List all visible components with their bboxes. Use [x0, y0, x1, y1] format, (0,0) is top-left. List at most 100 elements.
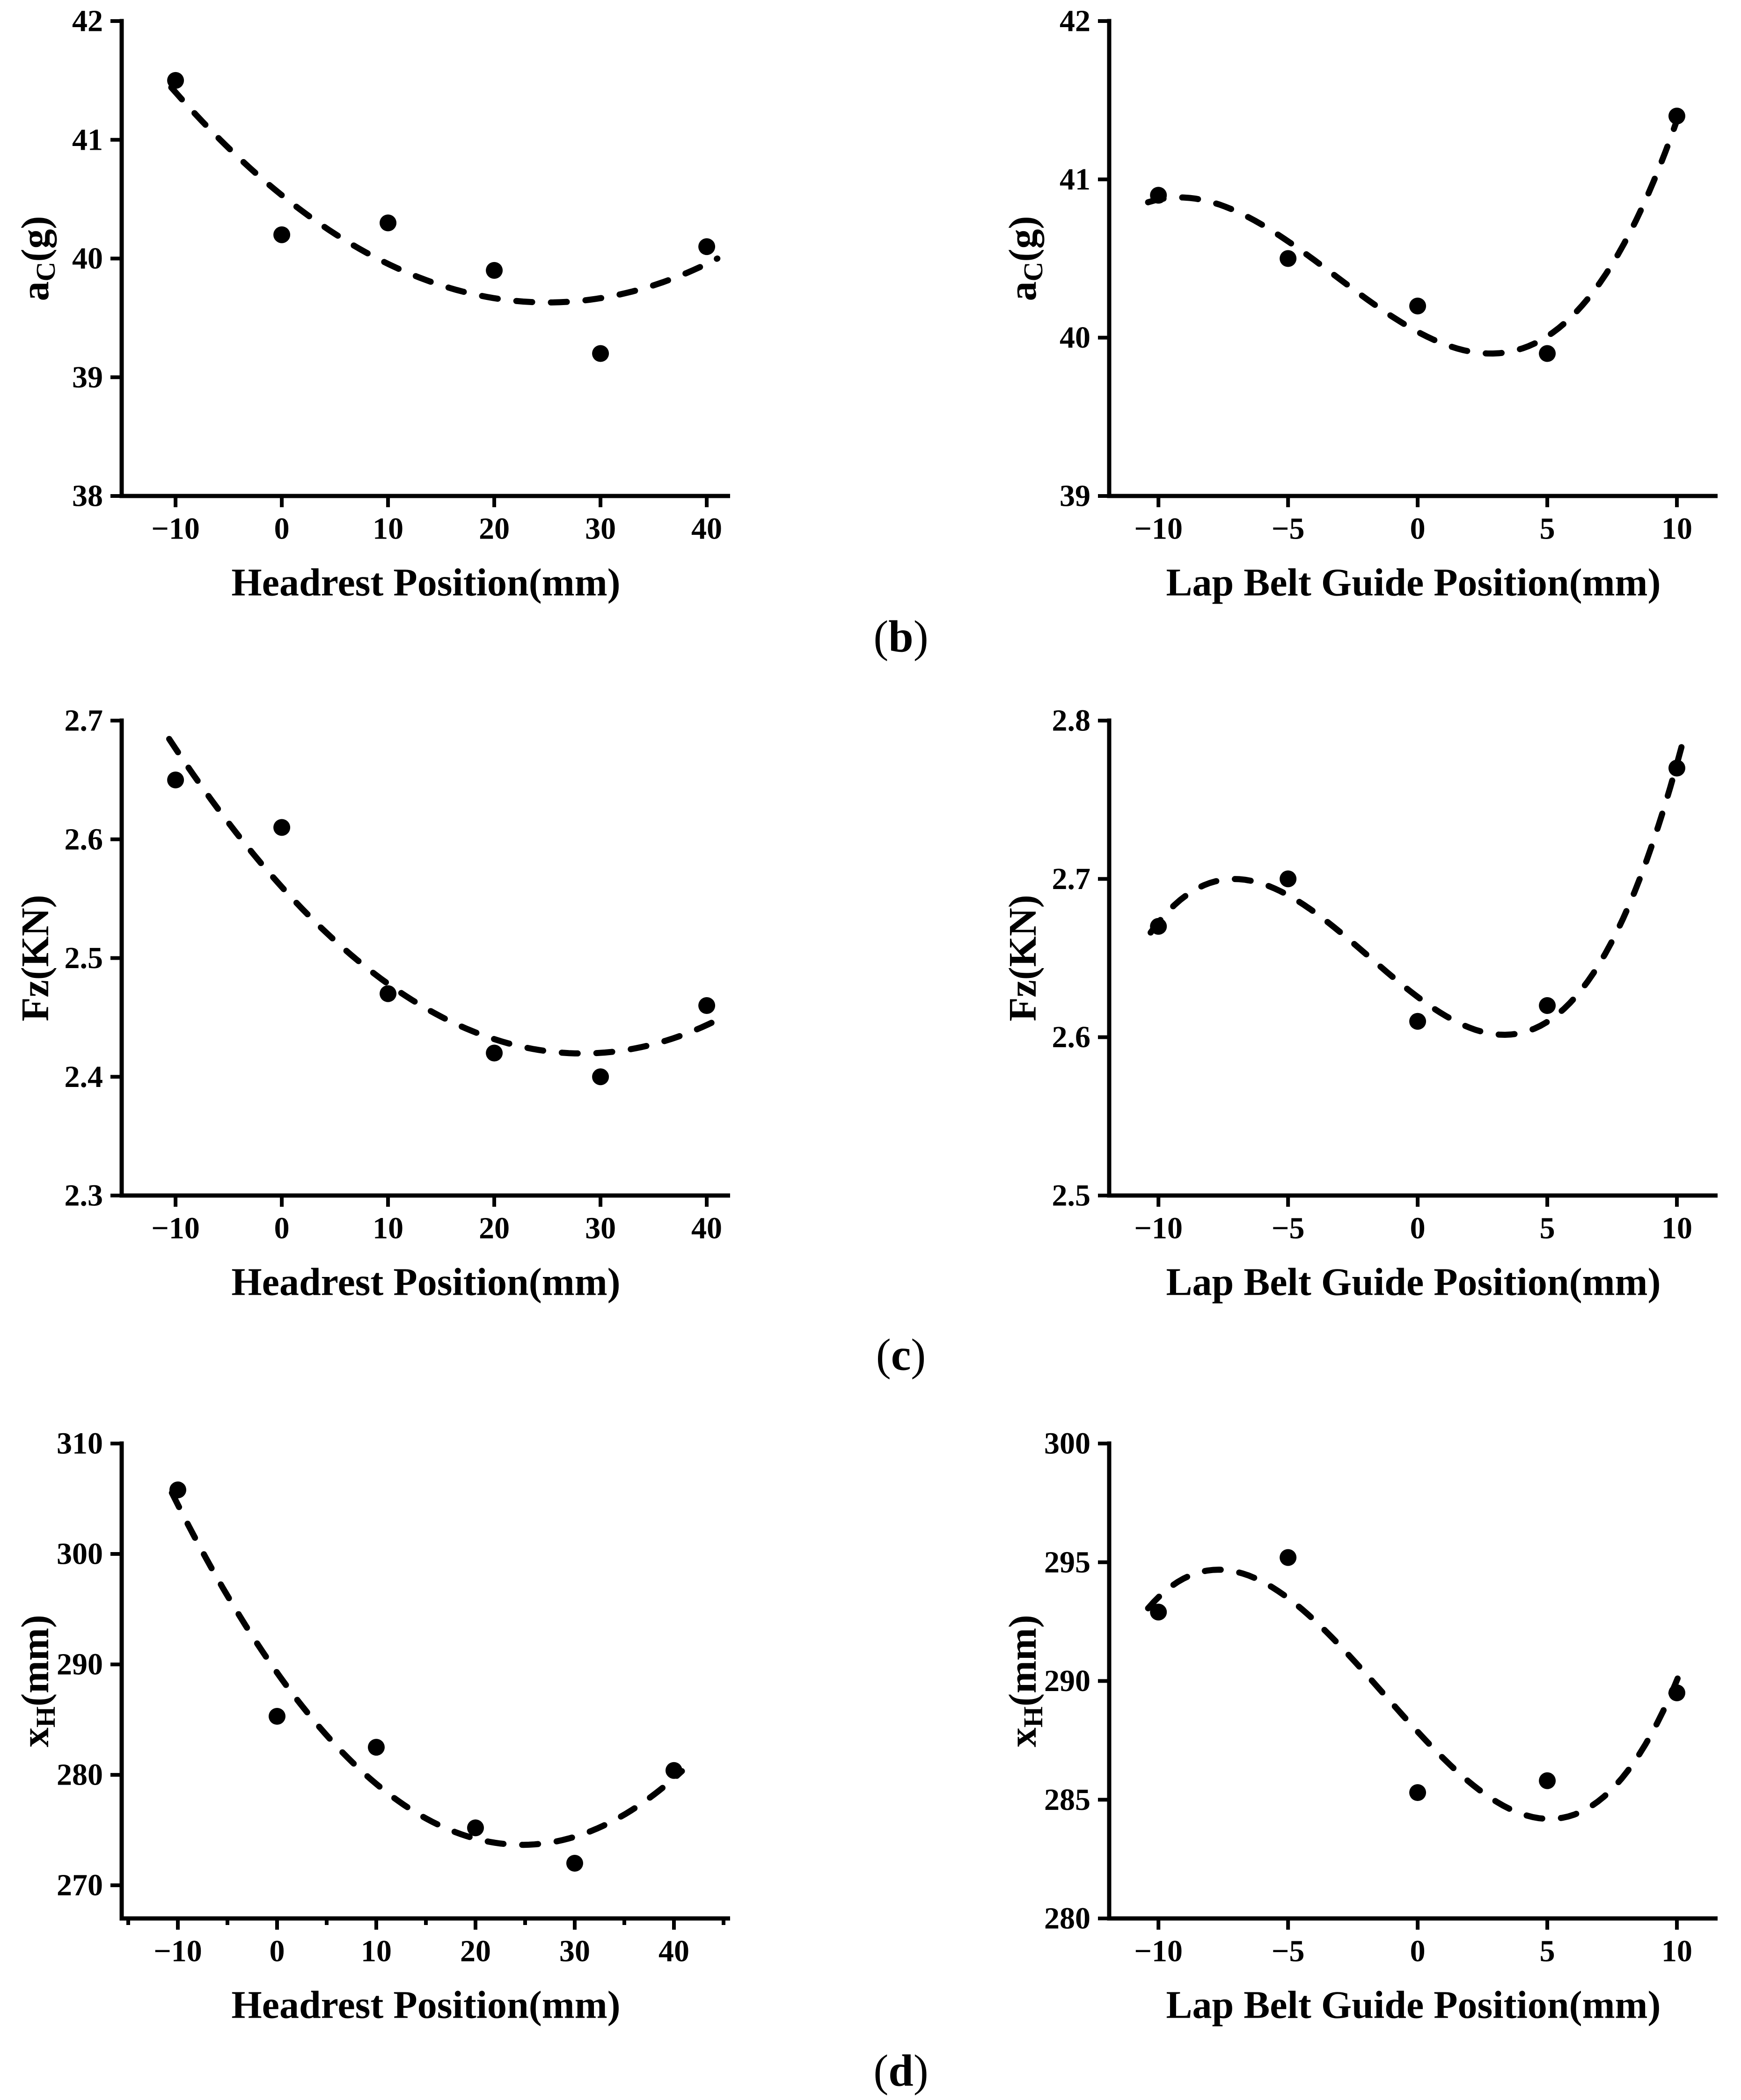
- data-point: [1668, 108, 1685, 124]
- x-tick-label: −10: [151, 1211, 200, 1246]
- x-tick-label: −10: [1134, 1211, 1183, 1246]
- data-point: [169, 1481, 186, 1499]
- x-axis-label: Headrest Position(mm): [231, 561, 620, 605]
- x-tick-label: 10: [1661, 512, 1692, 546]
- data-point: [380, 214, 397, 232]
- y-tick-label: 2.5: [65, 941, 103, 975]
- x-tick-label: 0: [1410, 1211, 1426, 1246]
- data-point: [1280, 1549, 1297, 1566]
- x-tick-label: 10: [373, 512, 403, 546]
- axis-spine: [1107, 1441, 1718, 1921]
- x-tick-label: −5: [1272, 1211, 1305, 1246]
- data-point: [273, 819, 291, 836]
- y-tick-label: 40: [1060, 321, 1090, 355]
- fit-curve: [1145, 98, 1687, 357]
- x-tick-label: 10: [1661, 1211, 1692, 1246]
- x-tick-label: 10: [1661, 1934, 1692, 1969]
- data-point: [1409, 1784, 1426, 1801]
- y-tick-label: 40: [72, 241, 103, 276]
- fit-curve: [168, 84, 721, 306]
- caption-letter: c: [891, 1329, 911, 1380]
- x-tick-label: 0: [274, 512, 290, 546]
- data-point: [1668, 759, 1685, 777]
- y-tick-label: 280: [57, 1758, 103, 1792]
- subfigure-caption-b: (b): [873, 611, 928, 663]
- x-tick-label: 40: [691, 1211, 722, 1246]
- y-tick-label: 2.8: [1052, 704, 1091, 738]
- data-point: [1409, 298, 1426, 314]
- fit-curve: [166, 736, 717, 1057]
- caption-open-paren: (: [873, 2045, 889, 2096]
- data-point: [1280, 870, 1297, 888]
- x-tick-label: −10: [1134, 512, 1183, 546]
- x-tick-label: 20: [479, 1211, 510, 1246]
- axis-spine: [119, 19, 730, 498]
- y-tick-label: 2.7: [65, 704, 103, 738]
- caption-letter: d: [888, 2045, 914, 2096]
- data-point: [1668, 1684, 1685, 1701]
- x-tick-label: −10: [154, 1934, 202, 1969]
- y-tick-label: 280: [1044, 1902, 1090, 1936]
- x-tick-label: 30: [585, 1211, 616, 1246]
- y-tick-label: 2.5: [1052, 1179, 1091, 1213]
- data-point: [592, 345, 609, 362]
- data-point: [1409, 1013, 1426, 1030]
- x-tick-label: 40: [691, 512, 722, 546]
- data-point: [1280, 250, 1297, 267]
- y-tick-label: 41: [1060, 162, 1090, 197]
- x-tick-label: 30: [559, 1934, 590, 1969]
- y-tick-label: 300: [1044, 1427, 1090, 1461]
- x-tick-label: 0: [1410, 1934, 1426, 1969]
- y-tick-label: 2.6: [65, 822, 103, 856]
- y-tick-label: 42: [72, 4, 103, 38]
- y-tick-label: 2.6: [1052, 1020, 1091, 1054]
- data-point: [167, 72, 184, 89]
- x-tick-label: 5: [1540, 512, 1555, 546]
- chart-ac-vs-headrest: 38 39 40 41 42 −10 0 10 20 30 40 Headrest Position(…: [14, 4, 730, 605]
- y-axis-label: xH(mm): [1001, 1615, 1048, 1747]
- x-tick-label: 0: [274, 1211, 290, 1246]
- x-tick-label: −10: [1134, 1934, 1183, 1969]
- data-point: [1150, 187, 1167, 204]
- x-tick-label: 5: [1540, 1934, 1555, 1969]
- y-tick-label: 295: [1044, 1545, 1090, 1579]
- data-point: [666, 1762, 682, 1779]
- y-tick-label: 290: [1044, 1664, 1090, 1698]
- data-point: [1539, 997, 1556, 1014]
- y-axis-label: aC(g): [14, 216, 61, 301]
- data-point: [1539, 345, 1556, 362]
- y-tick-label: 310: [57, 1427, 103, 1461]
- x-tick-label: 30: [585, 512, 616, 546]
- x-axis-label: Headrest Position(mm): [231, 1983, 620, 2027]
- y-tick-label: 2.3: [65, 1179, 103, 1213]
- y-tick-label: 42: [1060, 4, 1090, 38]
- x-axis-label: Lap Belt Guide Position(mm): [1166, 1261, 1661, 1304]
- x-tick-label: 40: [658, 1934, 689, 1969]
- x-axis-label: Lap Belt Guide Position(mm): [1166, 561, 1661, 605]
- caption-close-paren: ): [913, 611, 929, 662]
- y-axis-label: Fz(KN): [1001, 895, 1045, 1021]
- subfigure-caption-d: (d): [873, 2045, 928, 2097]
- x-tick-label: −5: [1272, 512, 1305, 546]
- data-point: [698, 997, 716, 1014]
- x-tick-label: 0: [269, 1934, 285, 1969]
- y-tick-label: 39: [72, 360, 103, 394]
- caption-open-paren: (: [876, 1329, 891, 1380]
- y-tick-label: 39: [1060, 479, 1090, 513]
- data-point: [167, 771, 184, 788]
- fit-curve: [168, 1489, 685, 1848]
- chart-xh-vs-headrest: 270 280 290 300 310 −10 0 10 20 30 40 Headrest Posi…: [14, 1427, 730, 2027]
- data-point: [698, 238, 716, 255]
- y-tick-label: 285: [1044, 1783, 1090, 1817]
- y-tick-label: 270: [57, 1868, 103, 1903]
- x-tick-label: 5: [1540, 1211, 1555, 1246]
- y-tick-label: 38: [72, 479, 103, 513]
- y-axis-label: xH(mm): [14, 1615, 61, 1747]
- caption-letter: b: [888, 611, 914, 662]
- data-point: [380, 985, 397, 1002]
